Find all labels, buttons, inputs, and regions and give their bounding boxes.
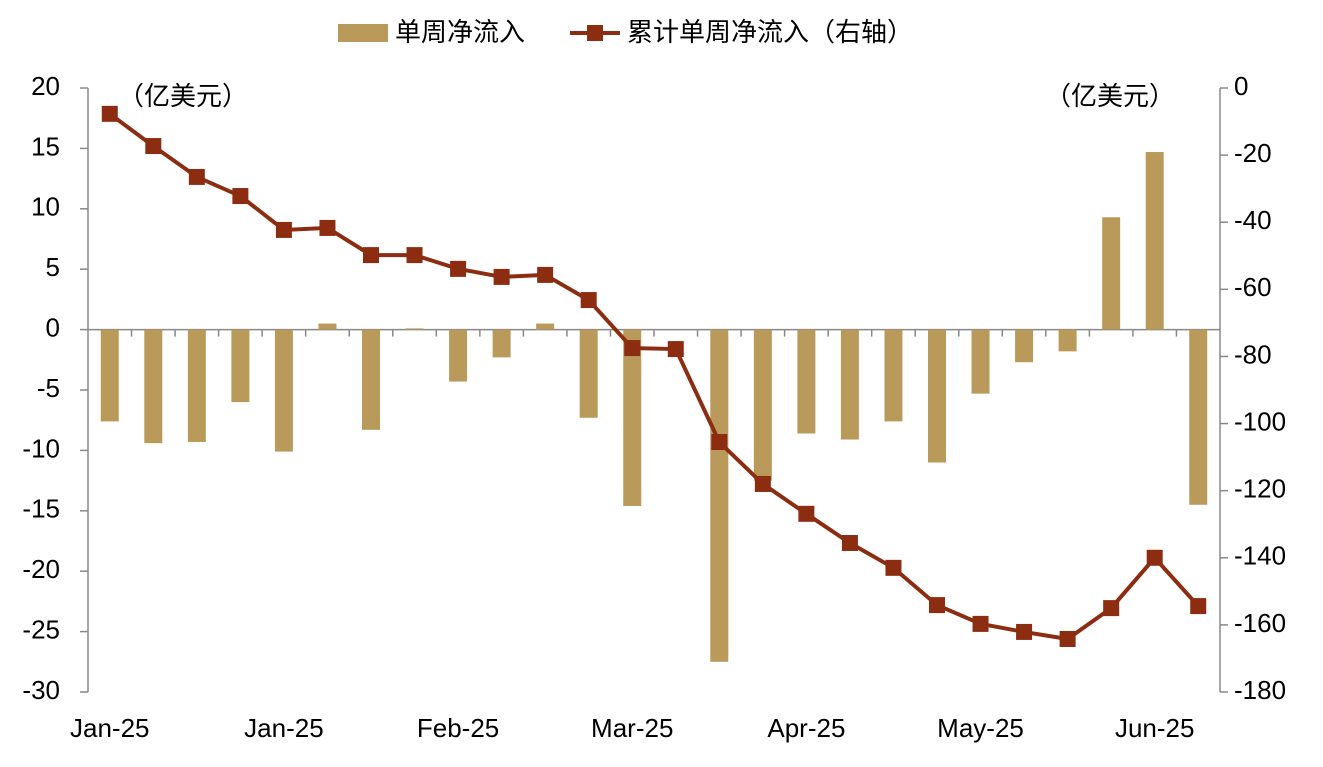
line-marker: [1059, 630, 1076, 647]
line-marker: [101, 105, 118, 122]
line-marker: [1103, 600, 1120, 617]
line-marker: [580, 292, 597, 309]
bar: [318, 323, 337, 330]
line-marker: [972, 615, 989, 632]
y-unit-label: （亿美元）: [118, 81, 248, 111]
y-tick-label: 5: [46, 252, 60, 282]
line-marker: [493, 268, 510, 285]
y2-tick-label: -180: [1234, 675, 1286, 705]
bar: [1189, 329, 1208, 505]
bar: [840, 329, 859, 440]
bar: [579, 329, 598, 418]
line-marker: [450, 260, 467, 277]
x-tick-label: Feb-25: [417, 713, 499, 743]
y-tick-label: 0: [46, 312, 60, 342]
y2-tick-label: -140: [1234, 541, 1286, 571]
y2-tick-label: -40: [1234, 205, 1272, 235]
bar: [405, 328, 424, 330]
x-tick-label: Jun-25: [1115, 713, 1195, 743]
y2-tick-label: 0: [1234, 71, 1248, 101]
line-marker: [754, 475, 771, 492]
x-tick-label: Mar-25: [591, 713, 673, 743]
y2-tick-label: -20: [1234, 138, 1272, 168]
x-tick-label: Jan-25: [70, 713, 150, 743]
y-tick-label: -30: [22, 675, 60, 705]
line-marker: [1190, 598, 1207, 615]
bar: [797, 329, 816, 434]
bar: [971, 329, 990, 394]
line-marker: [537, 266, 554, 283]
y2-tick-label: -160: [1234, 608, 1286, 638]
x-tick-label: Apr-25: [767, 713, 845, 743]
line-marker: [188, 168, 205, 185]
legend-label: 单周净流入: [395, 17, 525, 47]
legend-swatch: [338, 24, 388, 42]
y-tick-label: 10: [31, 192, 60, 222]
bar: [100, 329, 119, 422]
line-marker: [275, 221, 292, 238]
bar: [362, 329, 380, 430]
y-tick-label: 20: [31, 71, 60, 101]
y-tick-label: 15: [31, 131, 60, 161]
bar: [623, 329, 642, 506]
y-tick-label: -20: [22, 554, 60, 584]
legend-label: 累计单周净流入（右轴）: [627, 17, 913, 47]
bar: [710, 329, 729, 662]
line-marker: [798, 505, 815, 522]
line-marker: [885, 559, 902, 576]
bar: [1015, 329, 1034, 363]
bar: [492, 329, 511, 358]
bar: [884, 329, 903, 422]
line-marker: [319, 219, 336, 236]
bar: [274, 329, 293, 452]
line-marker: [1016, 623, 1033, 640]
bar: [187, 329, 206, 442]
bar: [144, 329, 163, 444]
line: [108, 112, 1200, 642]
bar: [231, 329, 250, 403]
bar: [449, 329, 468, 382]
y2-unit-label: （亿美元）: [1045, 81, 1175, 111]
bar: [1058, 329, 1077, 352]
line-marker: [711, 434, 728, 451]
y-tick-label: -10: [22, 433, 60, 463]
y-tick-label: -25: [22, 614, 60, 644]
x-tick-label: May-25: [937, 713, 1024, 743]
line-marker: [841, 535, 858, 552]
line-marker: [232, 188, 249, 205]
bar: [536, 323, 555, 330]
line-marker: [406, 247, 423, 264]
legend-marker: [587, 25, 604, 41]
line-marker: [363, 247, 379, 264]
line-marker: [667, 341, 684, 358]
y-tick-label: -15: [22, 494, 60, 524]
line-marker: [145, 138, 162, 155]
line-marker: [1146, 549, 1163, 566]
bar: [928, 329, 946, 463]
bar: [753, 329, 772, 481]
y2-tick-label: -100: [1234, 406, 1286, 436]
line-marker: [929, 597, 945, 614]
bar: [1102, 217, 1121, 330]
x-tick-label: Jan-25: [244, 713, 324, 743]
y2-tick-label: -80: [1234, 339, 1272, 369]
bar: [1145, 152, 1164, 330]
y-tick-label: -5: [37, 373, 60, 403]
line-marker: [624, 340, 641, 357]
y2-tick-label: -60: [1234, 272, 1272, 302]
y2-tick-label: -120: [1234, 474, 1286, 504]
